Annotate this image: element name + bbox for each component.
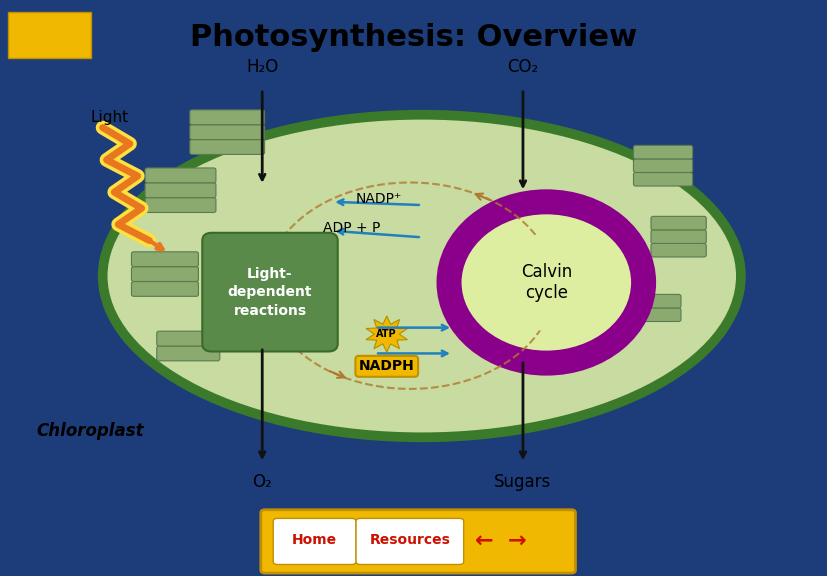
FancyBboxPatch shape <box>131 282 198 296</box>
FancyBboxPatch shape <box>145 183 216 198</box>
FancyBboxPatch shape <box>650 217 705 230</box>
FancyBboxPatch shape <box>156 346 219 361</box>
FancyBboxPatch shape <box>189 110 265 125</box>
FancyBboxPatch shape <box>202 233 337 351</box>
Text: →: → <box>508 530 526 550</box>
FancyBboxPatch shape <box>189 139 265 154</box>
Circle shape <box>487 234 604 331</box>
FancyBboxPatch shape <box>145 198 216 213</box>
Text: H₂O: H₂O <box>246 58 278 76</box>
FancyBboxPatch shape <box>633 145 692 159</box>
Text: ADP + P: ADP + P <box>323 221 380 234</box>
Ellipse shape <box>103 115 740 437</box>
FancyBboxPatch shape <box>629 294 680 308</box>
FancyBboxPatch shape <box>633 159 692 172</box>
FancyBboxPatch shape <box>131 267 198 282</box>
Text: NADPH: NADPH <box>358 359 414 373</box>
Text: O₂: O₂ <box>252 473 272 491</box>
Text: Sugars: Sugars <box>494 473 551 491</box>
Text: Resources: Resources <box>369 533 450 547</box>
Text: ATP: ATP <box>376 329 397 339</box>
Text: Chloroplast: Chloroplast <box>36 422 144 440</box>
FancyBboxPatch shape <box>650 244 705 257</box>
FancyBboxPatch shape <box>156 331 219 346</box>
Text: Light-
dependent
reactions: Light- dependent reactions <box>227 267 312 317</box>
FancyBboxPatch shape <box>145 168 216 183</box>
FancyBboxPatch shape <box>629 308 680 321</box>
Text: Calvin
cycle: Calvin cycle <box>520 263 571 302</box>
FancyBboxPatch shape <box>633 172 692 186</box>
Text: NADP⁺: NADP⁺ <box>356 192 402 206</box>
FancyBboxPatch shape <box>131 252 198 267</box>
Text: Photosynthesis: Overview: Photosynthesis: Overview <box>190 23 637 52</box>
Text: CO₂: CO₂ <box>507 58 538 76</box>
Polygon shape <box>366 316 407 352</box>
Text: Light: Light <box>91 111 129 126</box>
FancyBboxPatch shape <box>189 125 265 139</box>
Text: Home: Home <box>292 533 337 547</box>
FancyBboxPatch shape <box>650 230 705 244</box>
Circle shape <box>448 202 643 363</box>
Text: ←: ← <box>475 530 493 550</box>
